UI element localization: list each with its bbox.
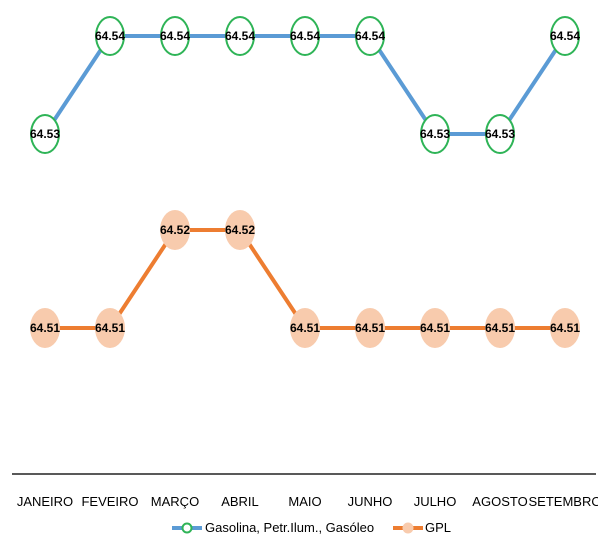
data-label: 64.51 [420, 321, 450, 335]
series-1-point [95, 16, 125, 56]
x-axis-ticks: JANEIRO FEVEIRO MARÇO ABRIL MAIO JUNHO JULHO AG… [17, 494, 598, 509]
series-2-point [485, 308, 515, 348]
data-label: 64.54 [550, 29, 580, 43]
series-1-point [290, 16, 320, 56]
x-tick-label: FEVEIRO [81, 494, 138, 509]
series-layer: 64.53 64.54 64.54 64.54 64.54 64.54 64.53 64.53… [30, 16, 580, 348]
legend-item-2: GPL [393, 520, 451, 535]
legend-swatch-marker [181, 522, 193, 534]
data-label: 64.51 [355, 321, 385, 335]
series-2-point [95, 308, 125, 348]
data-label: 64.54 [290, 29, 320, 43]
x-tick-label: SETEMBRO [529, 494, 598, 509]
x-tick-label: MAIO [288, 494, 321, 509]
legend: Gasolina, Petr.Ilum., Gasóleo GPL [172, 520, 451, 535]
series-2-point [160, 210, 190, 250]
legend-item-1: Gasolina, Petr.Ilum., Gasóleo [172, 520, 374, 535]
series-1-point [30, 114, 60, 154]
series-2-point [30, 308, 60, 348]
series-2-point [420, 308, 450, 348]
data-label: 64.51 [30, 321, 60, 335]
x-tick-label: JANEIRO [17, 494, 73, 509]
data-label: 64.51 [550, 321, 580, 335]
series-1-point [225, 16, 255, 56]
legend-swatch-marker [402, 522, 414, 534]
data-label: 64.54 [355, 29, 385, 43]
series-2-point [550, 308, 580, 348]
data-label: 64.52 [160, 223, 190, 237]
data-label: 64.54 [225, 29, 255, 43]
data-label: 64.53 [420, 127, 450, 141]
series-2-point [225, 210, 255, 250]
series-2-point [290, 308, 320, 348]
data-label: 64.54 [160, 29, 190, 43]
legend-label: Gasolina, Petr.Ilum., Gasóleo [205, 520, 374, 535]
series-1-point [485, 114, 515, 154]
series-1-point [550, 16, 580, 56]
series-1-point [355, 16, 385, 56]
data-label: 64.53 [485, 127, 515, 141]
data-label: 64.53 [30, 127, 60, 141]
data-label: 64.51 [95, 321, 125, 335]
x-tick-label: JUNHO [348, 494, 393, 509]
x-tick-label: MARÇO [151, 494, 199, 509]
legend-label: GPL [425, 520, 451, 535]
series-1-point [420, 114, 450, 154]
series-1: 64.53 64.54 64.54 64.54 64.54 64.54 64.53 64.53… [30, 16, 580, 154]
data-label: 64.54 [95, 29, 125, 43]
data-label: 64.52 [225, 223, 255, 237]
x-tick-label: AGOSTO [472, 494, 527, 509]
data-label: 64.51 [290, 321, 320, 335]
series-1-point [160, 16, 190, 56]
series-2: 64.51 64.51 64.52 64.52 64.51 64.51 64.51 64.51… [30, 210, 580, 348]
series-2-point [355, 308, 385, 348]
x-tick-label: ABRIL [221, 494, 259, 509]
x-tick-label: JULHO [414, 494, 457, 509]
data-label: 64.51 [485, 321, 515, 335]
